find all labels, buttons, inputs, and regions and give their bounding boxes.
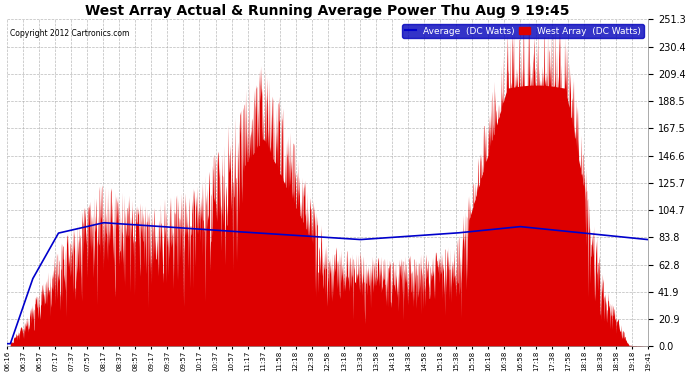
Text: Copyright 2012 Cartronics.com: Copyright 2012 Cartronics.com <box>10 29 130 38</box>
Legend: Average  (DC Watts), West Array  (DC Watts): Average (DC Watts), West Array (DC Watts… <box>402 24 644 38</box>
Title: West Array Actual & Running Average Power Thu Aug 9 19:45: West Array Actual & Running Average Powe… <box>86 4 570 18</box>
